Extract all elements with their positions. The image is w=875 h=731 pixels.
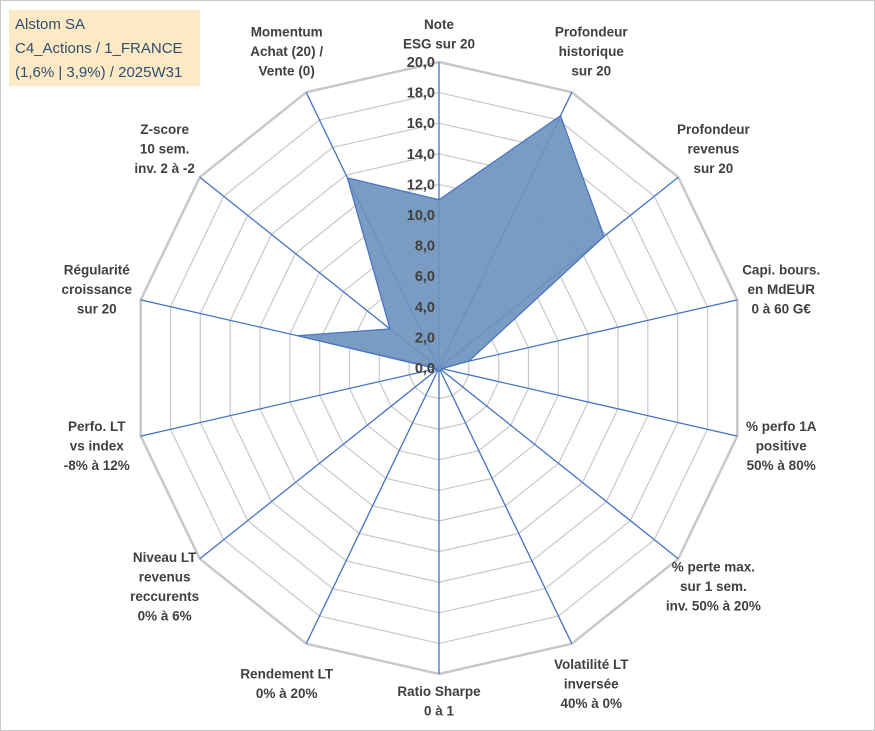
axis-label: Ratio Sharpe 0 à 1 — [397, 684, 481, 719]
axis-label-line: % perte max. — [672, 560, 755, 575]
axis-label-line: % perfo 1A — [746, 419, 817, 434]
tick-label: 14,0 — [407, 147, 435, 163]
tick-label: 2,0 — [415, 330, 435, 346]
axis-label-line: positive — [756, 438, 808, 453]
company-name: Alstom SA — [15, 16, 86, 33]
tick-label: 18,0 — [407, 86, 435, 102]
axis-label-line: Note — [424, 17, 454, 32]
axis-spoke — [438, 367, 738, 437]
axis-label-line: reccurents — [130, 589, 199, 604]
axis-label-line: historique — [559, 44, 625, 59]
axis-label-line: 0 à 60 G€ — [752, 302, 812, 317]
axis-label-line: Niveau LT — [133, 550, 197, 565]
axis-label: Niveau LT revenus reccurents 0% à 6% — [130, 550, 199, 624]
axis-label-line: Volatilité LT — [554, 657, 629, 672]
axis-spoke — [438, 367, 573, 644]
tick-label: 20,0 — [407, 55, 435, 71]
chart-title-box: Alstom SA C4_Actions / 1_FRANCE (1,6% | … — [9, 10, 200, 86]
radial-tick-labels: 0,0 2,0 4,0 6,0 8,0 10,0 12,0 14,0 16,0 18,0 20,0 — [407, 55, 435, 377]
axis-label-line: croissance — [62, 282, 133, 297]
axis-spoke — [140, 367, 440, 437]
axis-label-line: Achat (20) / — [250, 44, 323, 59]
axis-label-line: en MdEUR — [747, 282, 815, 297]
axis-spoke — [438, 299, 738, 369]
axis-label: Momentum Achat (20) / Vente (0) — [250, 25, 323, 79]
axis-label-line: Ratio Sharpe — [397, 684, 481, 699]
axis-spoke — [438, 367, 679, 560]
axis-label-line: 10 sem. — [140, 141, 190, 156]
axis-label-line: Profondeur — [677, 122, 750, 137]
axis-label: % perfo 1A positive 50% à 80% — [746, 419, 817, 473]
axis-label-line: revenus — [139, 569, 191, 584]
axis-spoke — [199, 367, 440, 560]
tick-label: 16,0 — [407, 116, 435, 132]
axis-label-line: Z-score — [140, 122, 189, 137]
axis-label: Profondeur revenus sur 20 — [677, 122, 750, 176]
tick-label: 4,0 — [415, 300, 435, 316]
radar-series — [297, 114, 605, 372]
axis-label: Rendement LT 0% à 20% — [240, 667, 334, 702]
axis-label-line: sur 20 — [571, 64, 611, 79]
axis-label-line: inv. 50% à 20% — [666, 599, 761, 614]
axis-label-line: 40% à 0% — [561, 696, 623, 711]
tick-label: 6,0 — [415, 269, 435, 285]
portfolio-category: C4_Actions / 1_FRANCE — [15, 40, 183, 57]
axis-label: Capi. bours. en MdEUR 0 à 60 G€ — [742, 263, 820, 317]
axis-label-line: Perfo. LT — [68, 419, 126, 434]
axis-label-line: Capi. bours. — [742, 263, 820, 278]
axis-label: Régularité croissance sur 20 — [62, 263, 133, 317]
axis-label-line: sur 20 — [77, 302, 117, 317]
axis-spoke — [305, 367, 440, 644]
axis-label-line: Vente (0) — [259, 64, 315, 79]
axis-label-line: sur 20 — [694, 161, 734, 176]
axis-label: Perfo. LT vs index -8% à 12% — [64, 419, 130, 473]
axis-label-line: Profondeur — [555, 25, 628, 40]
axis-label-line: inv. 2 à -2 — [134, 161, 195, 176]
axis-label: % perte max. sur 1 sem. inv. 50% à 20% — [666, 560, 761, 614]
axis-label-line: 0% à 20% — [256, 686, 318, 701]
tick-label: 10,0 — [407, 208, 435, 224]
tick-label: 8,0 — [415, 239, 435, 255]
axis-label: Volatilité LT inversée 40% à 0% — [554, 657, 629, 711]
axis-label-line: -8% à 12% — [64, 458, 130, 473]
axis-label-line: ESG sur 20 — [403, 37, 475, 52]
axis-label-line: inversée — [564, 677, 619, 692]
period-info: (1,6% | 3,9%) / 2025W31 — [15, 64, 183, 81]
tick-label: 12,0 — [407, 177, 435, 193]
axis-labels: Note ESG sur 20 Profondeur historique sur 20… — [62, 17, 821, 719]
axis-label-line: Momentum — [251, 25, 323, 40]
data-area — [297, 114, 605, 372]
tick-label: 0,0 — [415, 361, 435, 377]
axis-label-line: Rendement LT — [240, 667, 334, 682]
axis-label-line: vs index — [70, 438, 125, 453]
axis-label: Profondeur historique sur 20 — [555, 25, 628, 79]
axis-label: Z-score 10 sem. inv. 2 à -2 — [134, 122, 195, 176]
axis-label-line: 0 à 1 — [424, 704, 455, 719]
axis-label: Note ESG sur 20 — [403, 17, 475, 52]
axis-label-line: sur 1 sem. — [680, 579, 747, 594]
axis-label-line: 50% à 80% — [747, 458, 816, 473]
axis-label-line: 0% à 6% — [138, 608, 192, 623]
axis-label-line: revenus — [688, 141, 740, 156]
axis-label-line: Régularité — [64, 263, 131, 278]
